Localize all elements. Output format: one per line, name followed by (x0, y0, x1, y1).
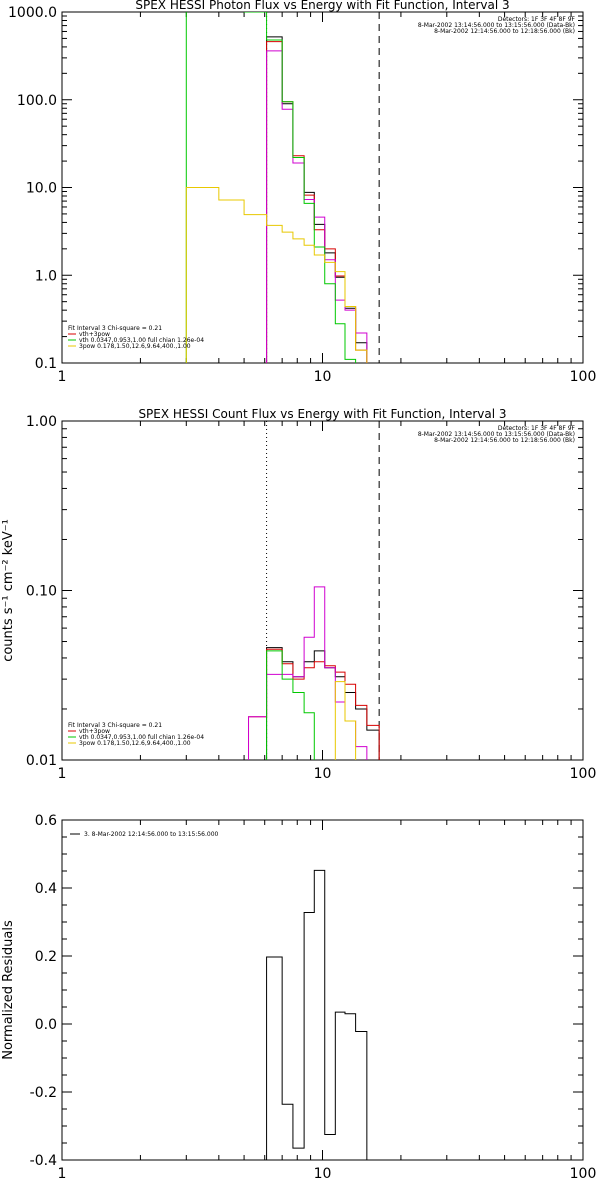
series-group (185, 12, 368, 363)
y-tick-label: 10.0 (26, 181, 57, 197)
header-line: Detectors: 1F 3F 4F 8F 9F (498, 16, 576, 23)
series-group (266, 869, 368, 1160)
legend-entry: Fit Interval 3 Chi-square = 0.21 (68, 325, 162, 332)
y-tick-label: 100.0 (17, 93, 57, 109)
series-line-4 (248, 650, 380, 760)
y-tick-label: 1.0 (35, 268, 57, 284)
header-line: 8-Mar-2002 12:14:56.000 to 12:18:56.000 … (434, 437, 575, 444)
x-tick-label: 1 (58, 1166, 67, 1182)
series-line-1 (266, 36, 368, 363)
y-axis-label: counts s⁻¹ cm⁻² keV⁻¹ (1, 519, 16, 662)
y-tick-label: 1000.0 (8, 5, 57, 21)
series-line-1 (266, 869, 368, 1160)
y-axis-label: Normalized Residuals (1, 920, 16, 1060)
chart-panel-3: 1 10 100 -0.4 -0.2 0.0 0.2 0.4 0.6 Normalized Res… (1, 813, 596, 1182)
chart-title: SPEX HESSI Count Flux vs Energy with Fit… (138, 407, 506, 421)
x-tick-label: 100 (570, 766, 597, 782)
y-tick-label: 0.01 (26, 753, 57, 769)
header-line: 8-Mar-2002 13:14:56.000 to 13:15:56.000 … (418, 431, 575, 438)
x-tick-label: 10 (314, 369, 332, 385)
x-tick-label: 100 (570, 1166, 597, 1182)
y-tick-label: 1.00 (26, 414, 57, 430)
y-tick-label: 0.10 (26, 584, 57, 600)
plot-frame (61, 11, 584, 364)
header-line: 8-Mar-2002 12:14:56.000 to 12:18:56.000 … (434, 28, 575, 35)
legend-entry: 3. 8-Mar-2002 12:14:56.000 to 13:15:56.0… (84, 831, 219, 838)
legend-entry: 3pow 0.178,1.50,12.6,9.64,400.,1.00 (79, 740, 191, 747)
series-line-4 (185, 12, 368, 363)
plot-frame (61, 420, 584, 761)
y-tick-label: 0.4 (35, 881, 57, 897)
y-tick-label: -0.4 (30, 1153, 57, 1169)
chart-title: SPEX HESSI Photon Flux vs Energy with Fi… (135, 0, 509, 12)
series-group (248, 586, 380, 760)
chart-panel-2: SPEX HESSI Count Flux vs Energy with Fit… (1, 407, 597, 782)
y-tick-label: 0.1 (35, 356, 57, 372)
y-tick-label: 0.2 (35, 949, 57, 965)
x-tick-label: 10 (314, 1166, 332, 1182)
plot-frame (61, 819, 584, 1161)
x-tick-label: 100 (570, 369, 597, 385)
series-line-1 (266, 647, 380, 760)
chart-panel-1: SPEX HESSI Photon Flux vs Energy with Fi… (8, 0, 596, 385)
legend-entry: vth+3pow (79, 331, 110, 338)
x-tick-label: 10 (314, 766, 332, 782)
x-tick-label: 1 (58, 369, 67, 385)
header-line: 8-Mar-2002 13:14:56.000 to 13:15:56.000 … (418, 22, 575, 29)
x-tick-label: 1 (58, 766, 67, 782)
y-tick-label: 0.6 (35, 813, 57, 829)
y-tick-label: 0.0 (35, 1017, 57, 1033)
series-line-2 (248, 648, 380, 760)
legend-entry: vth 0.0347,0.953,1.00 full chian 1.26e-0… (79, 734, 204, 741)
y-tick-label: -0.2 (30, 1085, 57, 1101)
series-line-5 (185, 187, 368, 363)
legend-entry: vth 0.0347,0.953,1.00 full chian 1.26e-0… (79, 337, 204, 344)
series-line-3 (266, 50, 368, 363)
header-line: Detectors: 1F 3F 4F 8F 9F (498, 425, 576, 432)
legend-entry: Fit Interval 3 Chi-square = 0.21 (68, 722, 162, 729)
legend-entry: vth+3pow (79, 728, 110, 735)
legend-entry: 3pow 0.178,1.50,12.6,9.64,400.,1.00 (79, 343, 191, 350)
series-line-2 (266, 41, 368, 363)
series-line-3 (248, 586, 380, 760)
